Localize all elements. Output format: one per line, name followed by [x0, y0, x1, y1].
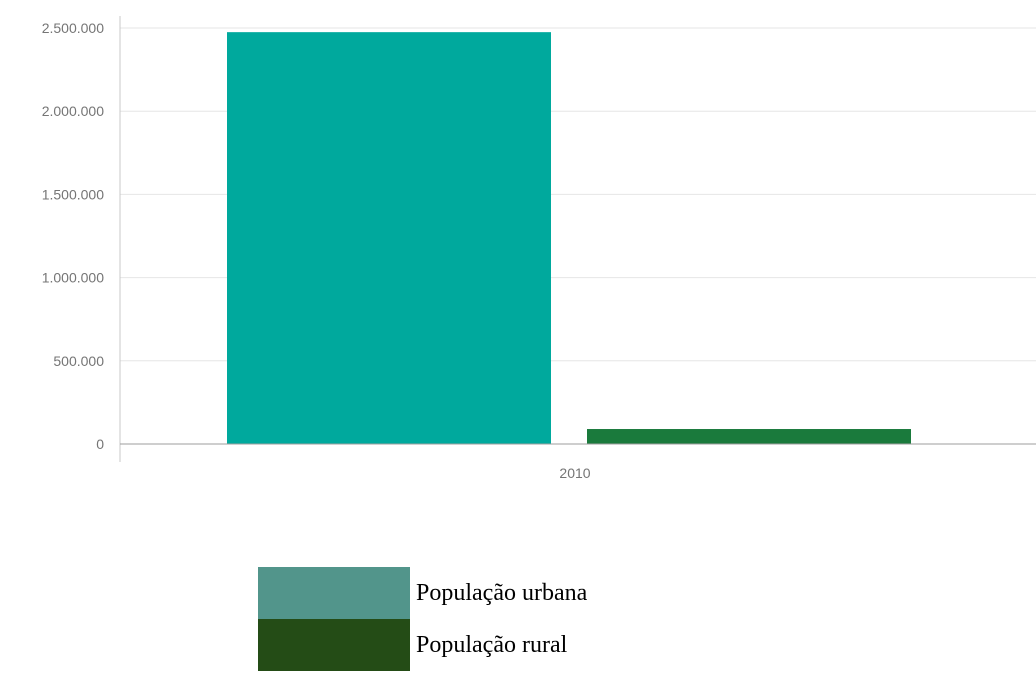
legend-swatch-rural — [258, 619, 410, 671]
x-tick-label: 2010 — [559, 465, 590, 481]
bar-urbana — [227, 32, 551, 444]
y-tick-label: 1.000.000 — [42, 270, 104, 286]
legend-label-urbana: População urbana — [416, 580, 588, 606]
y-tick-label: 1.500.000 — [42, 186, 104, 202]
bar-chart: 0 500.000 1.000.000 1.500.000 2.000.000 2.500… — [42, 16, 1036, 481]
y-tick-label: 0 — [96, 436, 104, 452]
bar-rural — [587, 429, 911, 444]
legend-item-urbana: População urbana — [258, 567, 587, 619]
y-tick-label: 500.000 — [53, 353, 104, 369]
y-tick-label: 2.500.000 — [42, 20, 104, 36]
legend-swatch-urbana — [258, 567, 410, 619]
legend-item-rural: População rural — [258, 619, 587, 671]
y-tick-label: 2.000.000 — [42, 103, 104, 119]
legend: População urbana População rural — [258, 567, 587, 671]
legend-label-rural: População rural — [416, 632, 568, 658]
